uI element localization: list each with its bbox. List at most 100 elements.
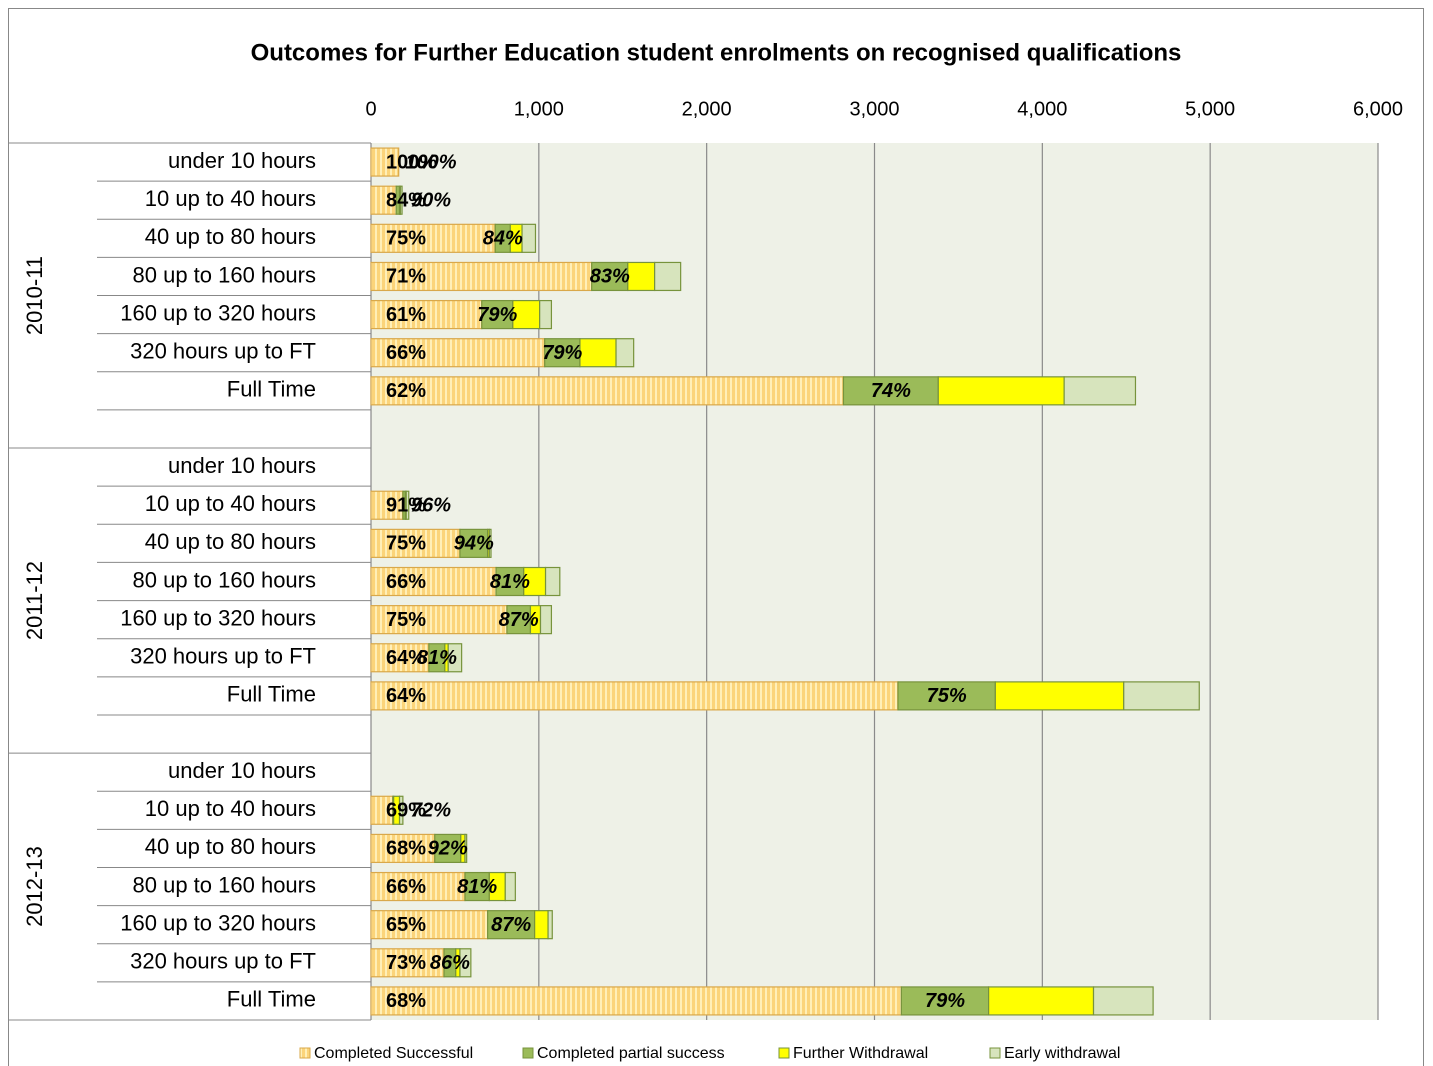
legend-label: Early withdrawal bbox=[1004, 1045, 1120, 1062]
success-label: 84% bbox=[386, 189, 426, 211]
completion-label: 87% bbox=[491, 914, 531, 936]
legend-label: Completed partial success bbox=[537, 1045, 725, 1062]
success-label: 75% bbox=[386, 228, 426, 250]
success-label: 100% bbox=[386, 151, 437, 173]
completion-label: 92% bbox=[428, 838, 468, 860]
bar-segment bbox=[370, 566, 497, 597]
bar-segment bbox=[464, 833, 468, 864]
bar-segment bbox=[370, 261, 593, 292]
success-label: 66% bbox=[386, 342, 426, 364]
bar-segment bbox=[370, 643, 430, 673]
category-label: 80 up to 160 hours bbox=[133, 872, 316, 897]
completion-label: 81% bbox=[457, 876, 497, 898]
success-label: 75% bbox=[386, 533, 426, 555]
success-label: 65% bbox=[386, 914, 426, 936]
bar-segment bbox=[534, 910, 549, 940]
completion-label: 81% bbox=[490, 571, 530, 593]
completion-label: 79% bbox=[542, 342, 582, 364]
category-label: 40 up to 80 hours bbox=[145, 834, 316, 859]
x-tick-label: 6,000 bbox=[1353, 98, 1403, 120]
x-tick-label: 4,000 bbox=[1017, 98, 1067, 120]
bar-segment bbox=[988, 986, 1095, 1016]
bar-segment bbox=[399, 185, 403, 215]
bar-segment bbox=[591, 261, 629, 292]
bar-segment bbox=[504, 871, 516, 902]
legend-swatch bbox=[299, 1047, 311, 1059]
completion-label: 94% bbox=[454, 533, 494, 555]
completion-label: 79% bbox=[925, 990, 965, 1012]
completion-label: 84% bbox=[483, 228, 523, 250]
bar-segment bbox=[1092, 986, 1154, 1016]
completion-label: 75% bbox=[927, 685, 967, 707]
success-label: 71% bbox=[386, 266, 426, 288]
bar-segment bbox=[547, 910, 553, 940]
category-label: Full Time bbox=[227, 377, 316, 402]
category-label: under 10 hours bbox=[168, 758, 316, 783]
bar-segment bbox=[370, 147, 400, 177]
chart-title: Outcomes for Further Education student e… bbox=[251, 39, 1182, 66]
bar-segment bbox=[370, 223, 496, 253]
bar-segment bbox=[544, 566, 561, 597]
category-label: 160 up to 320 hours bbox=[120, 605, 316, 630]
completion-label: 86% bbox=[430, 952, 470, 974]
category-label: 40 up to 80 hours bbox=[145, 224, 316, 249]
completion-label: 79% bbox=[477, 304, 517, 326]
bar-segment bbox=[370, 528, 461, 558]
success-label: 68% bbox=[386, 990, 426, 1012]
bar-segment bbox=[370, 833, 436, 864]
bar-segment bbox=[370, 948, 445, 978]
x-tick-label: 2,000 bbox=[682, 98, 732, 120]
bar-segment bbox=[481, 299, 514, 330]
bar-segment bbox=[447, 643, 463, 673]
bar-segment bbox=[370, 376, 845, 406]
category-label: Full Time bbox=[227, 682, 316, 707]
category-label: 80 up to 160 hours bbox=[133, 262, 316, 287]
category-label: 80 up to 160 hours bbox=[133, 567, 316, 592]
x-tick-label: 1,000 bbox=[514, 98, 564, 120]
bar-segment bbox=[405, 490, 410, 520]
group-label: 2012-13 bbox=[22, 846, 47, 927]
success-label: 75% bbox=[386, 609, 426, 631]
bar-segment bbox=[539, 299, 553, 330]
bar-segment bbox=[434, 833, 462, 864]
category-label: 320 hours up to FT bbox=[130, 644, 316, 669]
legend-swatch bbox=[778, 1047, 790, 1059]
completion-label: 100% bbox=[405, 151, 456, 173]
x-tick-label: 5,000 bbox=[1185, 98, 1235, 120]
success-label: 66% bbox=[386, 571, 426, 593]
completion-label: 96% bbox=[411, 495, 451, 517]
success-label: 68% bbox=[386, 838, 426, 860]
bar-segment bbox=[370, 910, 489, 940]
success-label: 64% bbox=[386, 685, 426, 707]
success-label: 61% bbox=[386, 304, 426, 326]
x-tick-label: 3,000 bbox=[849, 98, 899, 120]
bar-segment bbox=[900, 986, 990, 1016]
success-label: 62% bbox=[386, 380, 426, 402]
bar-segment bbox=[370, 986, 902, 1016]
success-label: 73% bbox=[386, 952, 426, 974]
completion-label: 74% bbox=[871, 380, 911, 402]
group-label: 2011-12 bbox=[22, 561, 47, 640]
category-label: Full Time bbox=[227, 987, 316, 1012]
bar-segment bbox=[615, 338, 635, 368]
success-label: 66% bbox=[386, 876, 426, 898]
legend-swatch bbox=[989, 1047, 1001, 1059]
group-label: 2010-11 bbox=[22, 256, 47, 335]
category-label: under 10 hours bbox=[168, 148, 316, 173]
bar-segment bbox=[994, 681, 1125, 711]
category-label: 320 hours up to FT bbox=[130, 339, 316, 364]
completion-label: 72% bbox=[411, 800, 451, 822]
bar-segment bbox=[539, 605, 553, 635]
bar-segment bbox=[627, 261, 656, 292]
bar-segment bbox=[512, 299, 541, 330]
bar-segment bbox=[370, 338, 546, 368]
legend-swatch bbox=[522, 1047, 534, 1059]
bar-segment bbox=[459, 948, 472, 978]
category-label: 10 up to 40 hours bbox=[145, 186, 316, 211]
completion-label: 90% bbox=[411, 189, 451, 211]
category-label: 40 up to 80 hours bbox=[145, 529, 316, 554]
x-tick-label: 0 bbox=[365, 98, 376, 120]
category-label: under 10 hours bbox=[168, 453, 316, 478]
